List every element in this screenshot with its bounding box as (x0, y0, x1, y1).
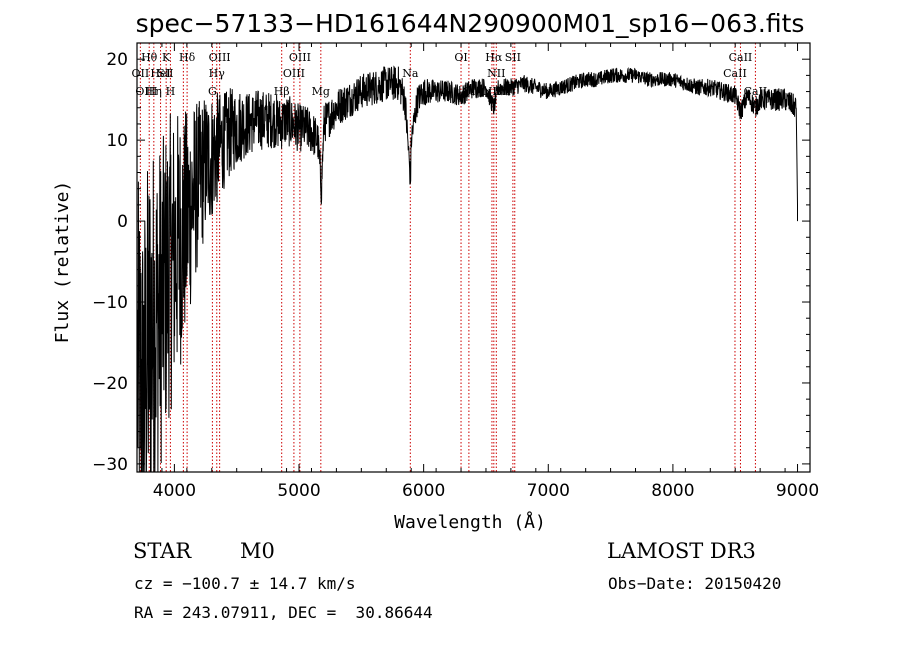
spectral-line-label: SII (157, 67, 173, 80)
spectral-line-label: CaII (723, 67, 747, 80)
spectral-line-label: NII (487, 67, 505, 80)
spectral-line-label: Hδ (179, 51, 196, 64)
survey-name: LAMOST DR3 (607, 539, 756, 563)
coordinates: RA = 243.07911, DEC = 30.86644 (134, 603, 433, 622)
spectral-line-label: OIII (289, 51, 311, 64)
x-tick-label: 5000 (277, 481, 320, 501)
y-axis-label: Flux (relative) (52, 181, 73, 344)
y-tick-label: 0 (117, 212, 128, 232)
spectral-line-label: Hβ (274, 85, 290, 98)
spectral-line-label: HeI (150, 67, 170, 80)
plot-frame (136, 42, 811, 473)
x-tick-label: 9000 (776, 481, 819, 501)
spectral-line-label: Hα (485, 51, 503, 64)
chart-title: spec−57133−HD161644N290900M01_sp16−063.f… (136, 9, 805, 38)
spectral-line-label: OII (132, 67, 150, 80)
spectral-line-label: OIII (209, 51, 231, 64)
x-tick-label: 8000 (651, 481, 694, 501)
redshift-velocity: cz = −100.7 ± 14.7 km/s (134, 574, 356, 593)
spectral-line-label: Hθ (141, 51, 158, 64)
spectral-line-label: OIII (283, 67, 305, 80)
axis-ticks: 4000 5000 6000 7000 8000 9000 −30 −20 −10 0 10 20 (92, 42, 819, 501)
observation-date: Obs−Date: 20150420 (608, 574, 782, 593)
x-tick-label: 7000 (527, 481, 570, 501)
y-tick-label: −10 (92, 293, 128, 313)
spectral-line-label: SII (505, 51, 521, 64)
y-tick-label: 10 (106, 131, 128, 151)
spectral-line-label: CaII (729, 51, 753, 64)
y-tick-label: 20 (106, 50, 128, 70)
y-tick-label: −20 (92, 374, 128, 394)
x-tick-label: 4000 (153, 481, 196, 501)
spectral-subclass: M0 (240, 539, 275, 563)
spectral-line-label: H (166, 85, 176, 98)
object-type: STAR (133, 539, 192, 563)
x-tick-label: 6000 (402, 481, 445, 501)
spectrum-line (137, 65, 798, 473)
spectral-line-label: K (162, 51, 171, 64)
spectral-line-label: G (208, 85, 217, 98)
spectral-line-label: Na (402, 67, 419, 80)
spectral-line-label: OIII (135, 85, 157, 98)
spectral-line-label: Mg (312, 85, 330, 98)
spectral-line-label: Hγ (209, 67, 226, 80)
x-axis-label: Wavelength (Å) (394, 511, 546, 533)
spectral-line-label: OI (454, 51, 467, 64)
y-tick-label: −30 (92, 455, 128, 475)
spectral-line-label: Hη (146, 85, 162, 98)
